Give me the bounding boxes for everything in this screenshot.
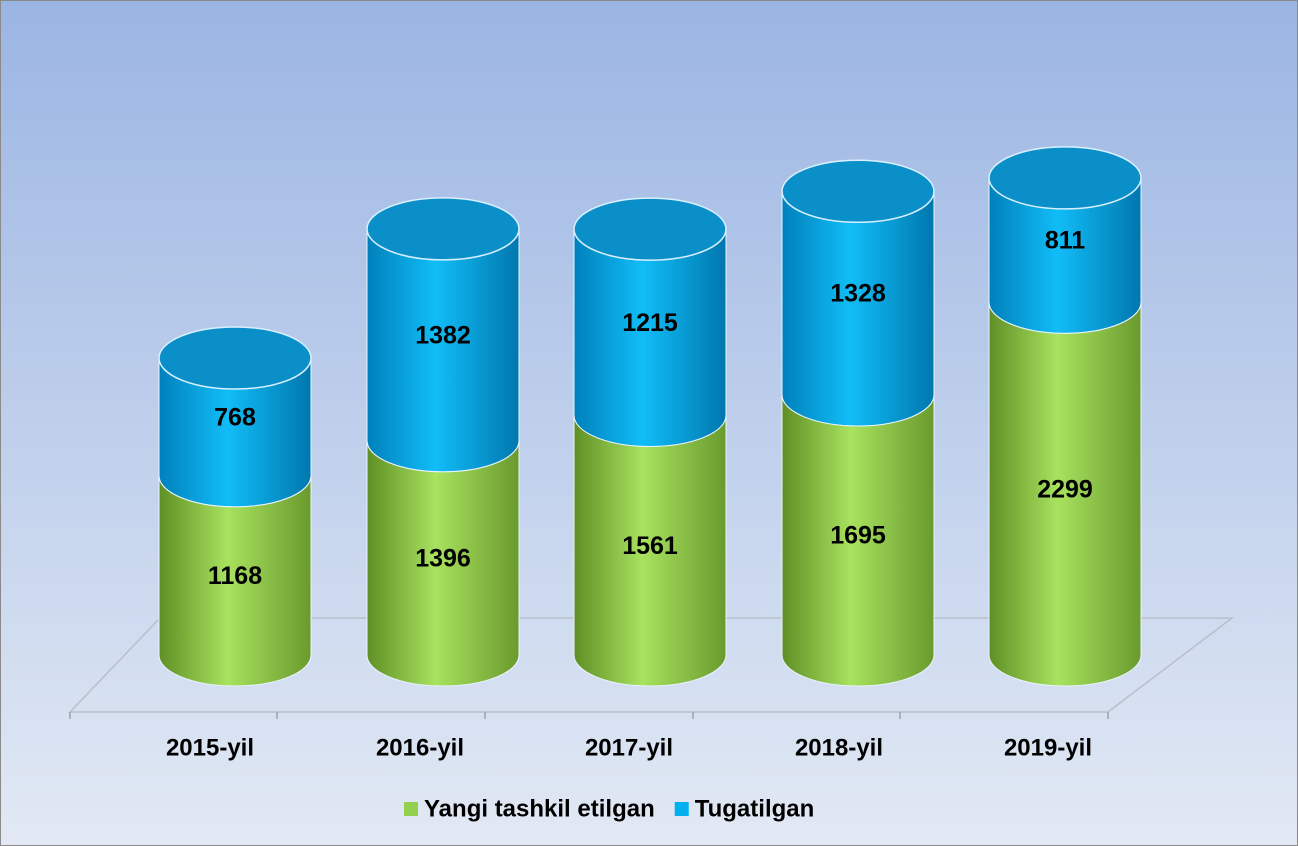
legend-label: Tugatilgan (695, 795, 815, 822)
x-tick-label: 2018-yil (795, 734, 883, 761)
cylinder-top (988, 146, 1142, 210)
value-label: 1382 (415, 321, 471, 349)
legend-label: Yangi tashkil etilgan (424, 795, 655, 822)
cylinder-segment (573, 415, 727, 687)
cylinder-top (573, 197, 727, 261)
value-label: 1695 (830, 522, 886, 550)
value-label: 1215 (622, 309, 678, 337)
value-label: 1168 (208, 562, 262, 590)
category-ticks (69, 712, 1109, 719)
x-tick-label: 2019-yil (1004, 734, 1092, 761)
value-label: 768 (214, 404, 256, 432)
cylinder-segment (573, 229, 727, 448)
cylinder-top (158, 326, 312, 390)
legend-swatch (404, 802, 418, 816)
value-label: 1328 (830, 280, 886, 308)
cylinder-segment (366, 228, 520, 473)
cylinder-top (366, 197, 520, 261)
value-label: 2299 (1037, 475, 1093, 503)
value-label: 1396 (415, 545, 471, 573)
x-tick-label: 2016-yil (376, 734, 464, 761)
cylinder-segment (781, 394, 935, 687)
cylinder-segment (781, 191, 935, 427)
x-tick-label: 2015-yil (166, 734, 254, 761)
cylinder-segment (988, 302, 1142, 687)
cylinder-segment (158, 475, 312, 687)
legend-swatch (674, 802, 689, 816)
value-label: 1561 (622, 532, 678, 560)
cylinder-segment (366, 440, 520, 687)
value-label: 811 (1045, 227, 1085, 255)
cylinder-top (781, 159, 935, 224)
x-tick-label: 2017-yil (585, 734, 673, 761)
